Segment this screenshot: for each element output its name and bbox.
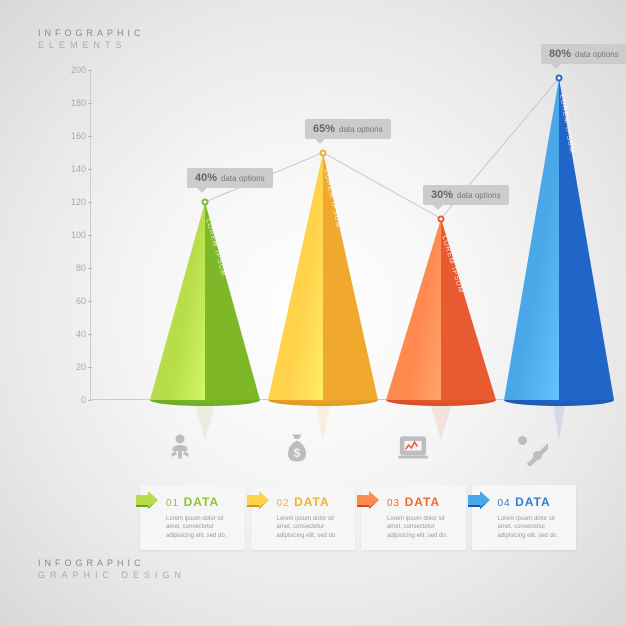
callout-3: 30%data options [423,185,509,205]
apex-dot [320,149,327,156]
callout-4: 80%data options [541,44,626,64]
callout-2: 65%data options [305,119,391,139]
card-num: 01 [166,498,179,509]
data-card-3: 03 DATA Lorem ipsum dolor sit amet, conse… [361,485,466,550]
ytick: 40 [56,329,86,339]
data-card-1: 01 DATA Lorem ipsum dolor sit amet, conse… [140,485,245,550]
apex-dot [556,75,563,82]
apex-dot [202,199,209,206]
header-line2: ELEMENTS [38,40,145,50]
card-num: 03 [387,498,400,509]
ytick: 180 [56,98,86,108]
card-text: Lorem ipsum dolor sit amet, consectetur … [498,515,569,540]
cone-3: LOREM IPSUM [386,219,496,401]
ytick: 100 [56,230,86,240]
card-label: DATA [515,495,551,509]
card-text: Lorem ipsum dolor sit amet, consectetur … [387,515,458,540]
laptop-icon [373,430,453,471]
callout-1: 40%data options [187,168,273,188]
cone-chart: 020406080100120140160180200 LOREM IPSUML… [90,70,570,400]
card-arrow-icon [468,491,490,509]
card-label: DATA [405,495,441,509]
ytick: 160 [56,131,86,141]
header-title: INFOGRAPHIC ELEMENTS [38,28,145,50]
person-icon [140,430,220,471]
ytick: 60 [56,296,86,306]
money-bag-icon: $ [257,430,337,471]
data-card-2: 02 DATA Lorem ipsum dolor sit amet, conse… [251,485,356,550]
icon-row: $ [140,430,570,471]
footer-line2: GRAPHIC DESIGN [38,570,186,580]
card-arrow-icon [247,491,269,509]
cone-1: LOREM IPSUM [150,202,260,400]
card-text: Lorem ipsum dolor sit amet, consectetur … [277,515,348,540]
card-text: Lorem ipsum dolor sit amet, consectetur … [166,515,237,540]
ytick: 120 [56,197,86,207]
cone-4: LOREM IPSUM [504,78,614,400]
percent-icon [490,430,570,471]
apex-dot [438,215,445,222]
card-num: 04 [498,498,511,509]
data-card-4: 04 DATA Lorem ipsum dolor sit amet, conse… [472,485,577,550]
card-label: DATA [294,495,330,509]
card-num: 02 [277,498,290,509]
data-cards: 01 DATA Lorem ipsum dolor sit amet, conse… [140,485,576,550]
cone-2: LOREM IPSUM [268,153,378,401]
header-line1: INFOGRAPHIC [38,28,145,38]
ytick: 80 [56,263,86,273]
ytick: 140 [56,164,86,174]
footer-title: INFOGRAPHIC GRAPHIC DESIGN [38,558,186,580]
card-label: DATA [184,495,220,509]
svg-text:$: $ [293,446,300,460]
ytick: 200 [56,65,86,75]
ytick: 20 [56,362,86,372]
card-arrow-icon [357,491,379,509]
footer-line1: INFOGRAPHIC [38,558,186,568]
card-arrow-icon [136,491,158,509]
ytick: 0 [56,395,86,405]
